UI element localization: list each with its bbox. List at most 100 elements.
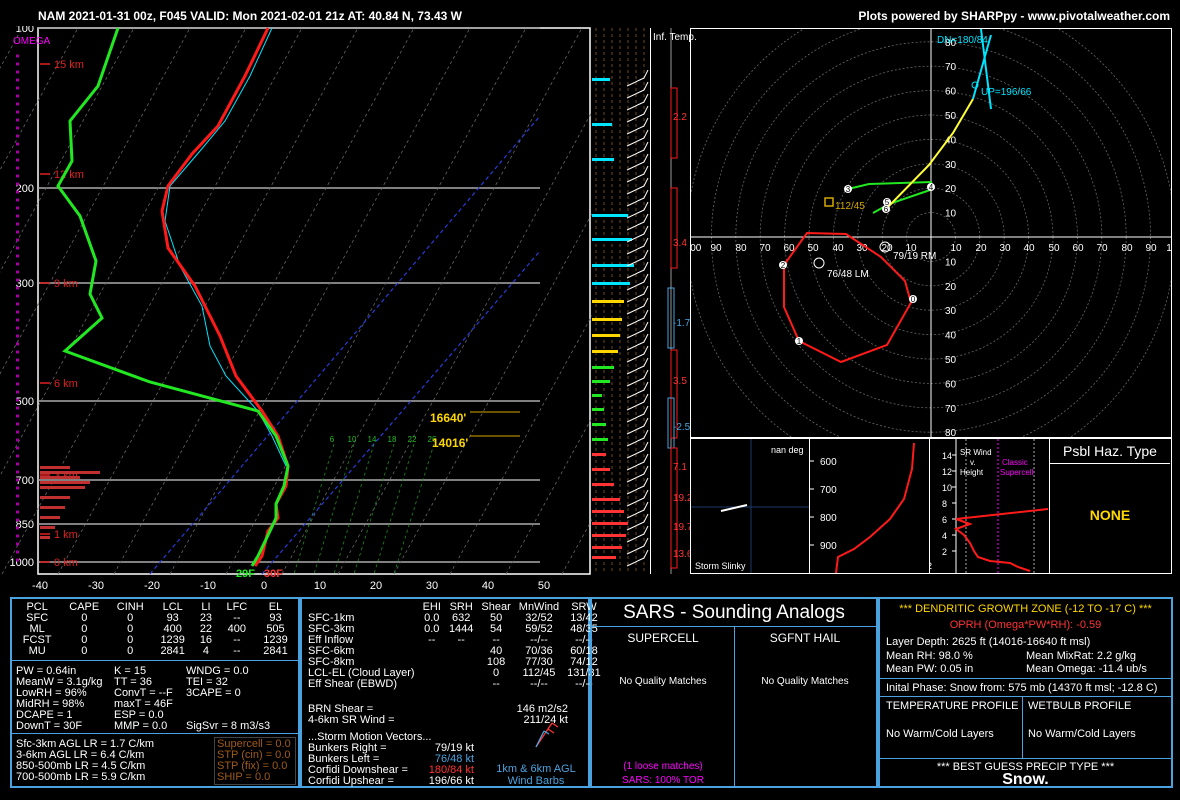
- temp-advection-chart: 2.2 3.4 -1.7 3.5 -2.5 7.1 19.2 19.7 13.6: [667, 28, 691, 574]
- up-label: UP=196/66: [981, 87, 1032, 98]
- height-label: 1 km: [54, 529, 78, 541]
- index-value: DownT = 30F: [16, 720, 83, 732]
- srw-note-1: Classic: [1002, 458, 1028, 467]
- kin-cell: Eff Shear (EBWD): [308, 678, 398, 690]
- index-value: DCAPE = 1: [16, 709, 73, 721]
- isotherm: [1, 27, 303, 575]
- kin-cell: [419, 668, 445, 679]
- parcel-cell: --: [233, 612, 241, 624]
- srw-note-2: Supercell: [1000, 468, 1034, 477]
- kin-cell: --: [492, 678, 500, 690]
- height-wind-bar: [592, 483, 614, 486]
- wb-profile-head: WETBULB PROFILE: [1028, 700, 1132, 712]
- barb-label-2: Wind Barbs: [507, 775, 565, 787]
- kin-header: Shear: [481, 601, 511, 613]
- wind-speed-bar: [40, 496, 70, 499]
- srw-h-tick: 14: [942, 451, 952, 461]
- dgz-oprh: OPRH (Omega*PW*RH): -0.59: [949, 619, 1102, 631]
- wind-speed-bar: [40, 506, 65, 509]
- dgz-phase: Inital Phase: Snow from: 575 mb (14370 f…: [886, 682, 1158, 694]
- slinky-title: nan deg: [771, 445, 804, 455]
- height-wind-bar: [592, 534, 626, 537]
- height-wind-bar: [592, 300, 624, 303]
- index-value: 3CAPE = 0: [186, 687, 241, 699]
- hodo-x-tick: 100: [691, 243, 702, 254]
- index-value: maxT = 46F: [114, 698, 173, 710]
- srw-h-tick: 8: [942, 499, 947, 509]
- sars-hail-value: No Quality Matches: [761, 676, 849, 687]
- parcel-cell: 0: [127, 612, 134, 624]
- surface-temp-label: 30F: [264, 568, 283, 580]
- parcel-cell: 400: [163, 623, 182, 635]
- hodo-height-marker: [844, 185, 852, 193]
- index-value: ESP = 0.0: [114, 709, 164, 721]
- kin-cell: [445, 646, 477, 657]
- dgz-rh: Mean RH: 98.0 %: [886, 650, 973, 662]
- kin-cell: 13/42: [570, 612, 598, 624]
- hodo-height-marker: [779, 261, 787, 269]
- hodo-trace-top2: [980, 28, 992, 110]
- storm-slinky-panel: nan deg Storm Slinky: [690, 438, 810, 574]
- dgz-panel: *** DENDRITIC GROWTH ZONE (-12 TO -17 C)…: [878, 597, 1173, 788]
- composite-index: SHIP = 0.0: [217, 771, 271, 783]
- hodo-y-tick: 80: [945, 428, 957, 437]
- height-wind-bar: [592, 318, 622, 321]
- kin-row: SFC-6km 40 70/36 60/18: [304, 646, 605, 657]
- isotherm: [337, 27, 639, 575]
- kin-cell: 32/52: [525, 612, 553, 624]
- temp-advection-panel: Inf. Temp. 2.2 3.4 -1.7 3.5 -2.5 7.1 19.2 19.7 1…: [650, 28, 697, 574]
- wind-barb: [626, 213, 649, 231]
- wind-speed-bar: [40, 536, 50, 539]
- parcel-cell: --: [233, 634, 241, 646]
- wind-barb: [626, 309, 649, 327]
- kin-cell: [445, 679, 477, 690]
- mixing-ratio-line: [353, 443, 395, 575]
- index-value: K = 15: [114, 665, 147, 677]
- composite-index: Supercell = 0.0: [217, 738, 291, 750]
- wind-barb: [626, 477, 649, 495]
- wind-barb: [626, 393, 649, 411]
- hodo-height-label: 5: [885, 198, 890, 207]
- parcel-row: SFC 0 0 93 23 -- 93: [14, 613, 296, 624]
- wind-barb: [626, 405, 649, 423]
- height-wind-bar: [592, 366, 614, 369]
- wind-speed-bar: [40, 466, 70, 469]
- wind-barb: [626, 285, 649, 303]
- kin-cell: SFC-1km: [308, 612, 355, 624]
- wind-speed-bar: [40, 471, 100, 474]
- slinky-p-tick: 700: [820, 485, 837, 496]
- dgz-pw: Mean PW: 0.05 in: [886, 663, 974, 675]
- parcel-cell: 2841: [160, 645, 185, 657]
- height-wind-bar: [592, 350, 618, 353]
- parcel-row: MU 0 0 2841 4 -- 2841: [14, 646, 296, 657]
- height-wind-bar: [592, 282, 630, 285]
- srw-x-tick: 32: [930, 561, 932, 571]
- lm-marker: [813, 257, 825, 269]
- height-wind-bar: [592, 394, 602, 397]
- hodo-y-tick: 50: [945, 355, 957, 366]
- srw-trace: [953, 508, 1049, 572]
- srw-title: SR Wind: [960, 448, 992, 457]
- slinky-label: Storm Slinky: [695, 561, 746, 571]
- wind-barb: [626, 357, 649, 375]
- kin-cell: 0.0: [424, 612, 440, 624]
- kin-cell: [419, 657, 445, 668]
- index-value: PW = 0.64in: [16, 665, 77, 677]
- height-label: 6 km: [54, 378, 78, 390]
- height-wind-bar: [592, 214, 628, 217]
- kin-cell: --/--: [530, 634, 548, 646]
- height-wind-bar: [592, 238, 632, 241]
- barb-label-1: 1km & 6km AGL: [496, 763, 576, 775]
- hodo-x-tick: 20: [975, 243, 987, 254]
- mixing-ratio-line: [293, 443, 335, 575]
- hodo-x-tick: 70: [1096, 243, 1108, 254]
- kin-cell: --/--: [575, 678, 593, 690]
- eff-label: 112/45: [835, 201, 865, 212]
- sars-supercell-value: No Quality Matches: [619, 676, 707, 687]
- credit-text: Plots powered by SHARPpy - www.pivotalwe…: [858, 9, 1170, 23]
- kin-cell: SFC-6km: [308, 645, 355, 657]
- dgz-divider-2: [880, 696, 1171, 697]
- parcel-cell: ML: [29, 623, 45, 635]
- composite-index: STP (fix) = 0.0: [217, 760, 288, 772]
- height-wind-bar: [592, 158, 614, 161]
